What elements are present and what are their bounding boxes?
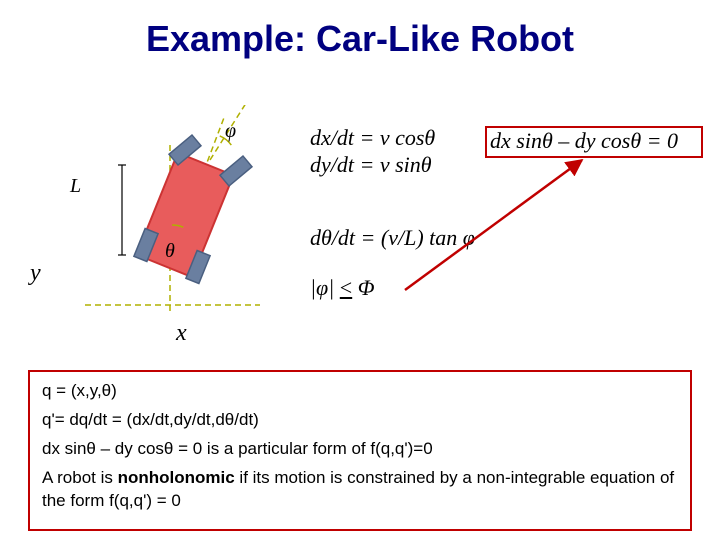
def-constraint-eq: dx sinθ – dy cosθ = 0 [42,439,202,458]
definition-box: q = (x,y,θ) q'= dq/dt = (dx/dt,dy/dt,dθ/… [28,370,692,531]
car-diagram [50,105,270,325]
eq-constraint: dx sinθ – dy cosθ = 0 [490,128,678,154]
phib-op: < [340,275,352,300]
def-fq: f(q,q')=0 [370,439,432,458]
eq-dxdt: dx/dt = v cosθ [310,125,435,151]
def-4a: A robot is [42,468,118,487]
label-phi: φ [225,120,236,143]
label-L: L [70,175,81,198]
car-diagram-svg [50,105,270,325]
def-q: q = (x,y,θ) [42,381,117,400]
def-line3: dx sinθ – dy cosθ = 0 is a particular fo… [42,438,678,461]
phib-rhs: Φ [352,275,374,300]
label-y: y [30,260,41,287]
label-theta: θ [165,240,175,263]
def-nonholonomic: nonholonomic [118,468,235,487]
eq-phibound: |φ| < Φ [310,275,374,301]
page-title: Example: Car-Like Robot [0,0,720,60]
def-line4: A robot is nonholonomic if its motion is… [42,467,678,513]
def-line2: q'= dq/dt = (dx/dt,dy/dt,dθ/dt) [42,409,678,432]
eq-dthdt: dθ/dt = (v/L) tan φ [310,225,475,251]
def-line1: q = (x,y,θ) [42,380,678,403]
label-x: x [176,320,187,347]
phib-lhs: |φ| [310,275,340,300]
def-mid: is a particular form of [202,439,370,458]
eq-dydt: dy/dt = v sinθ [310,152,432,178]
